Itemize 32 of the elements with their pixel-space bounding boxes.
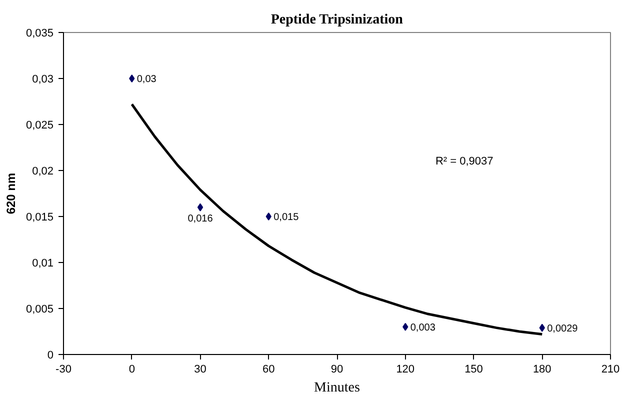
y-axis-title: 620 nm [4, 172, 18, 214]
annotation: R² = 0,9037 [435, 155, 494, 168]
point [402, 322, 408, 331]
y-tick-label: 0,005 [26, 304, 54, 316]
y-tick-label: 0,03 [32, 74, 54, 86]
y-tick-label: 0,015 [26, 212, 54, 224]
point [539, 324, 545, 332]
y-tick-label: 0,025 [26, 120, 54, 132]
x-axis-title: Minutes [314, 380, 360, 396]
x-tick-label: 60 [262, 364, 275, 376]
chart-title: Peptide Tripsinization [270, 12, 404, 28]
x-tick-label: 210 [601, 364, 620, 376]
x-tick-label: -30 [56, 364, 72, 376]
point [129, 74, 135, 82]
line-series [130, 103, 544, 336]
data-label: 0,0029 [547, 323, 578, 334]
data-label: 0,015 [274, 212, 300, 223]
point [266, 212, 272, 220]
x-tick-label: 150 [464, 364, 483, 376]
point [197, 203, 204, 212]
y-tick-label: 0 [47, 350, 54, 362]
y-tick-label: 0,01 [32, 258, 54, 270]
data-label: 0,016 [188, 213, 214, 224]
y-tick-label: 0,035 [26, 28, 54, 40]
x-tick-label: 120 [396, 364, 415, 376]
data-label: 0,003 [410, 322, 436, 334]
x-tick-label: 180 [532, 364, 552, 376]
x-tick-label: 30 [194, 364, 206, 376]
y-tick-label: 0,02 [32, 166, 54, 178]
x-tick-label: 90 [330, 364, 344, 376]
x-tick-label: 0 [128, 364, 135, 376]
data-label: 0,03 [136, 74, 157, 85]
